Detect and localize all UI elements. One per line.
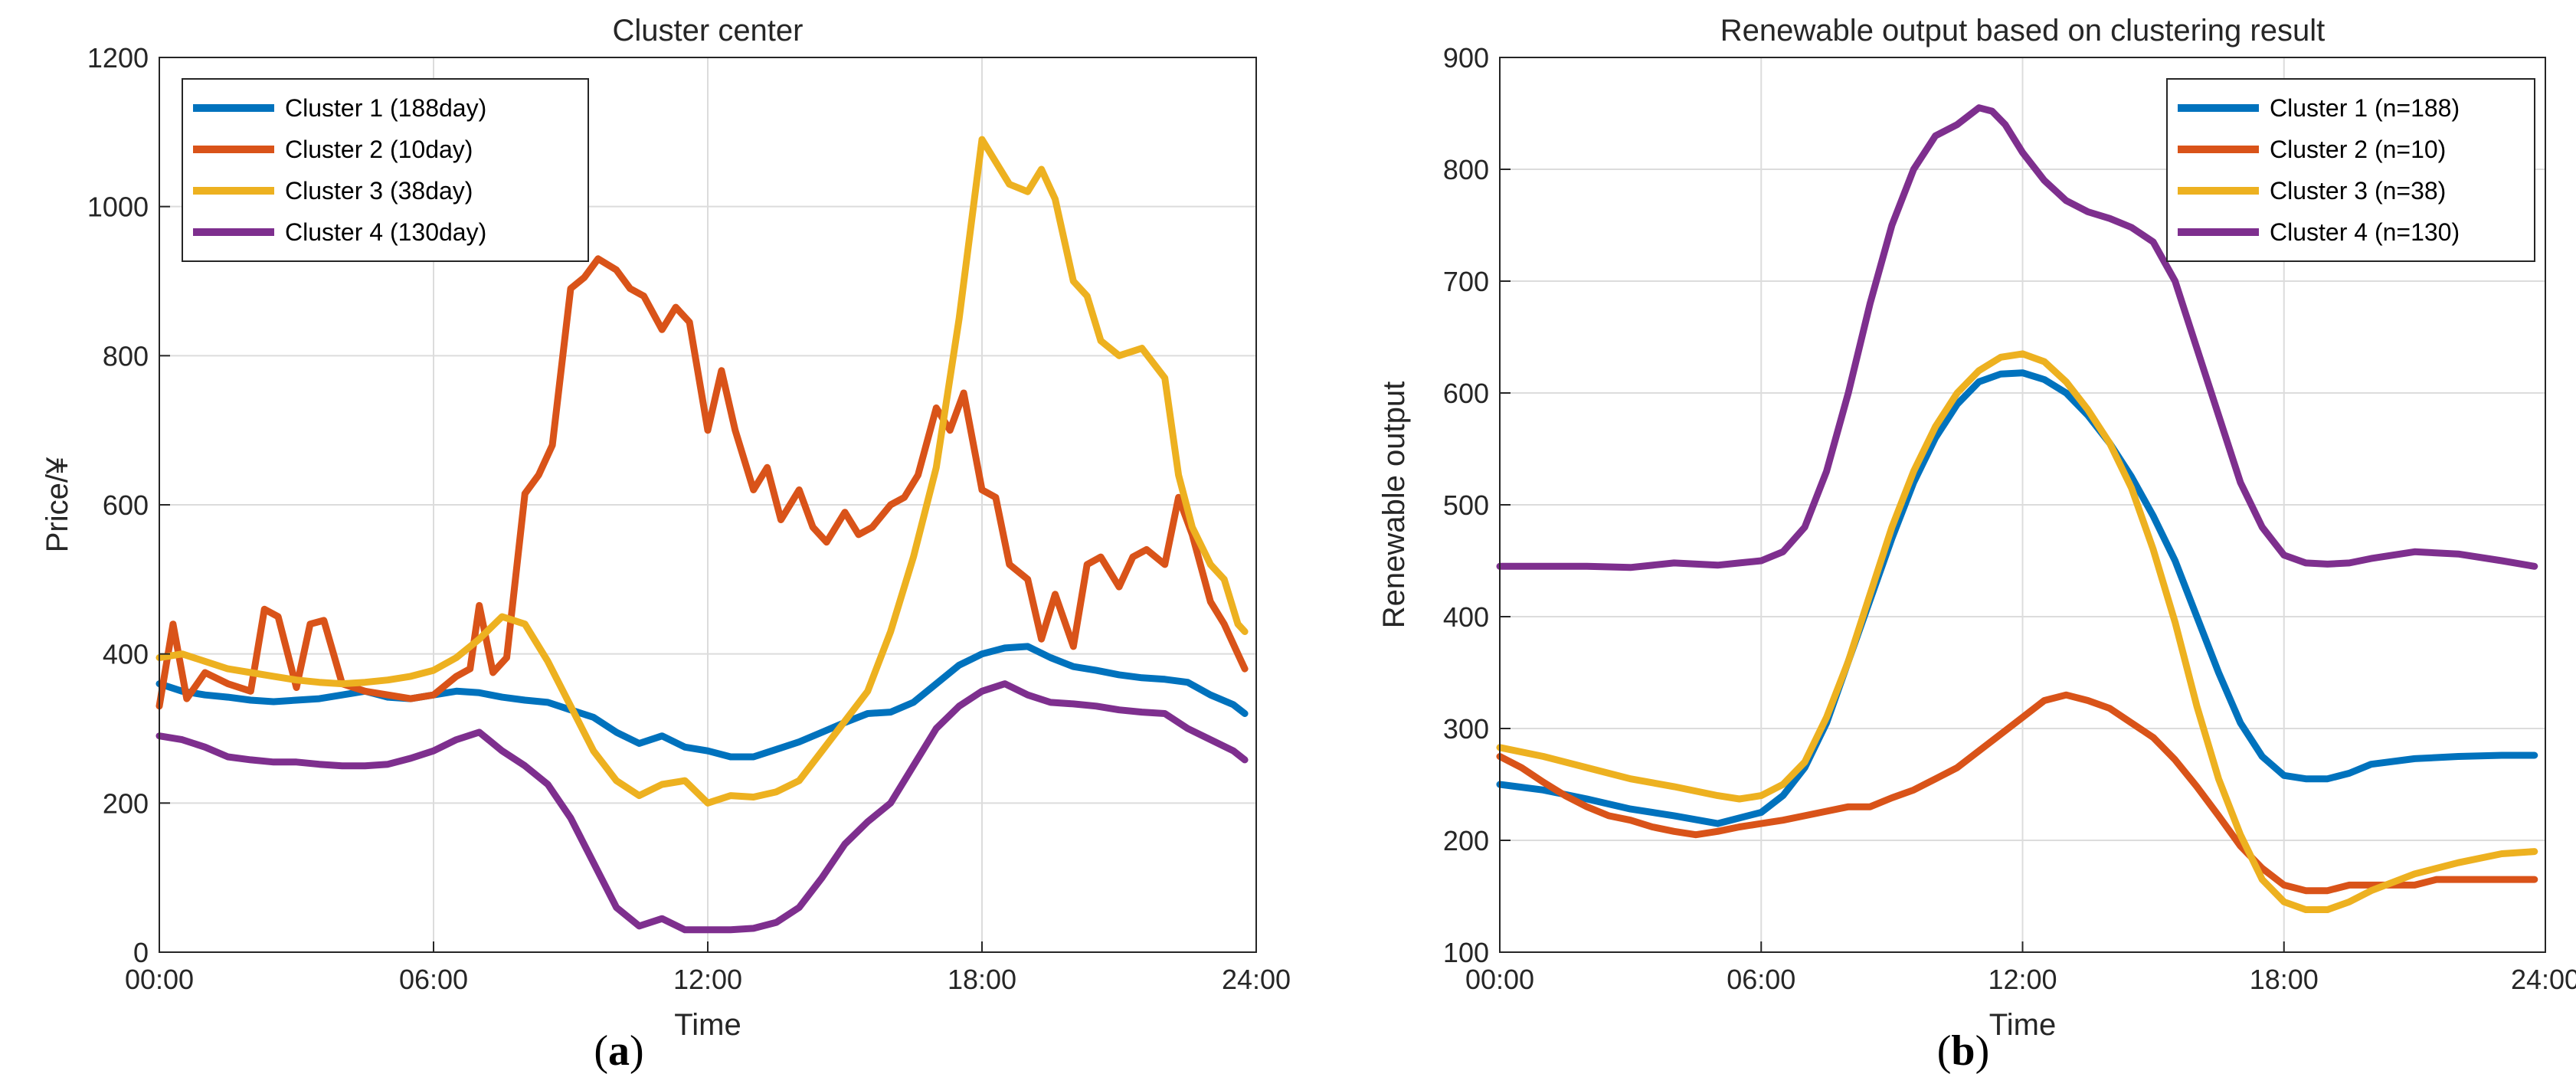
x-tick-label: 24:00 bbox=[2511, 964, 2576, 995]
x-tick-label: 00:00 bbox=[125, 964, 194, 995]
y-tick-label: 300 bbox=[1443, 713, 1489, 745]
y-tick-label: 1000 bbox=[87, 192, 149, 223]
legend-entry-cluster-2: Cluster 2 (n=10) bbox=[2270, 136, 2446, 163]
legend: Cluster 1 (188day) Cluster 2 (10day) Clust… bbox=[182, 78, 589, 262]
series-line-cluster-2 bbox=[155, 255, 1249, 710]
panel-a-label-close: ) bbox=[630, 1027, 644, 1075]
x-axis-label: Time bbox=[674, 1008, 741, 1042]
y-tick-label: 900 bbox=[1443, 42, 1489, 74]
y-tick-label: 800 bbox=[1443, 154, 1489, 185]
series-line-cluster-4 bbox=[155, 680, 1249, 934]
y-tick-label: 500 bbox=[1443, 489, 1489, 521]
y-tick-label: 700 bbox=[1443, 266, 1489, 297]
legend-entry-cluster-3: Cluster 3 (n=38) bbox=[2270, 177, 2446, 205]
panel-b-label-close: ) bbox=[1975, 1027, 1990, 1075]
legend-entry-cluster-2: Cluster 2 (10day) bbox=[285, 136, 473, 163]
chart-title: Cluster center bbox=[613, 14, 804, 47]
legend-entry-cluster-4: Cluster 4 (130day) bbox=[285, 218, 486, 246]
legend: Cluster 1 (n=188) Cluster 2 (n=10) Cluster… bbox=[2166, 78, 2535, 262]
panel-b-label: (b) bbox=[1937, 1027, 1989, 1075]
panel-b: 00:00 06:00 12:00 18:00 24:00 100 200 300 400 500… bbox=[1377, 14, 2576, 1042]
y-tick-label: 400 bbox=[1443, 601, 1489, 633]
y-tick-label: 0 bbox=[133, 937, 149, 968]
y-axis-label: Renewable output bbox=[1377, 381, 1411, 628]
series-line-cluster-3 bbox=[1496, 350, 2538, 913]
legend-entry-cluster-4: Cluster 4 (n=130) bbox=[2270, 218, 2460, 246]
series-line-cluster-4 bbox=[1496, 104, 2538, 571]
panel-a-label-letter: a bbox=[608, 1027, 630, 1075]
x-tick-label: 18:00 bbox=[2250, 964, 2319, 995]
x-tick-label: 12:00 bbox=[673, 964, 742, 995]
series-line-cluster-1 bbox=[1496, 369, 2538, 827]
panel-b-label-letter: b bbox=[1951, 1027, 1975, 1075]
y-tick-label: 200 bbox=[103, 787, 149, 819]
panel-a-label: (a) bbox=[594, 1027, 643, 1075]
series-line-cluster-3 bbox=[155, 136, 1249, 807]
panel-b-label-open: ( bbox=[1937, 1027, 1952, 1075]
y-tick-label: 600 bbox=[103, 489, 149, 521]
legend-entry-cluster-1: Cluster 1 (n=188) bbox=[2270, 94, 2460, 122]
series-line-cluster-1 bbox=[155, 643, 1249, 761]
y-tick-label: 400 bbox=[103, 639, 149, 670]
y-tick-label: 800 bbox=[103, 340, 149, 372]
panel-a-label-open: ( bbox=[594, 1027, 608, 1075]
x-axis-label: Time bbox=[1989, 1008, 2056, 1042]
series-line-cluster-2 bbox=[1496, 691, 2538, 895]
x-tick-label: 00:00 bbox=[1465, 964, 1534, 995]
y-tick-label: 200 bbox=[1443, 825, 1489, 856]
y-tick-label: 1200 bbox=[87, 42, 149, 74]
x-tick-label: 06:00 bbox=[399, 964, 468, 995]
x-tick-label: 12:00 bbox=[1988, 964, 2057, 995]
x-tick-label: 18:00 bbox=[948, 964, 1016, 995]
x-tick-label: 24:00 bbox=[1222, 964, 1291, 995]
y-axis-label: Price/¥ bbox=[41, 457, 74, 552]
x-tick-label: 06:00 bbox=[1727, 964, 1795, 995]
legend-entry-cluster-1: Cluster 1 (188day) bbox=[285, 94, 486, 122]
y-tick-label: 100 bbox=[1443, 937, 1489, 968]
y-tick-label: 600 bbox=[1443, 378, 1489, 409]
legend-entry-cluster-3: Cluster 3 (38day) bbox=[285, 177, 473, 205]
chart-title: Renewable output based on clustering res… bbox=[1720, 14, 2325, 47]
panel-a: 00:00 06:00 12:00 18:00 24:00 0 200 400 600 800 10… bbox=[41, 14, 1291, 1042]
